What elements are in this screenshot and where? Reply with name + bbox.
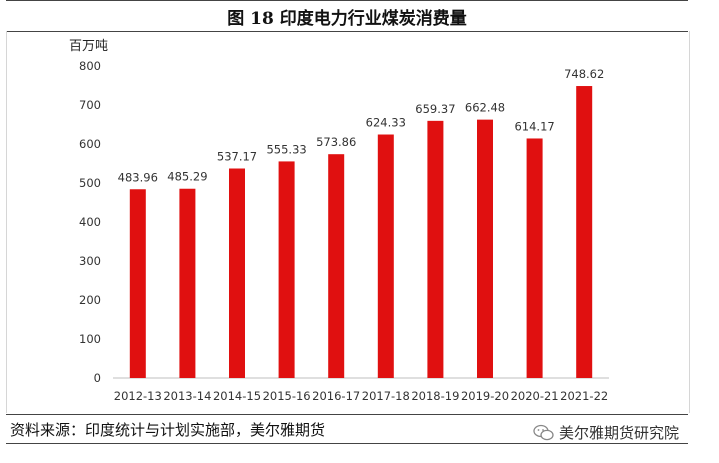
bar-value-label: 573.86 — [316, 135, 356, 149]
x-tick-label: 2019-20 — [461, 389, 509, 403]
bar — [179, 188, 196, 378]
chart-area: 百万吨 0 100 200 300 400 500 600 700 800 483.96 485.… — [6, 31, 690, 413]
y-tick-label: 600 — [79, 137, 101, 151]
x-tick-label: 2021-22 — [560, 389, 608, 403]
bar — [129, 189, 146, 378]
x-tick-label: 2014-15 — [213, 389, 261, 403]
x-tick-label: 2015-16 — [263, 389, 311, 403]
bar-value-label: 537.17 — [217, 150, 257, 164]
bar-value-label: 485.29 — [167, 170, 207, 184]
bar — [427, 120, 444, 378]
y-tick-label: 0 — [94, 371, 101, 385]
bar-value-label: 624.33 — [366, 116, 406, 130]
bar-value-label: 483.96 — [118, 170, 158, 184]
x-tick-label: 2013-14 — [163, 389, 211, 403]
x-tick-label: 2016-17 — [312, 389, 360, 403]
bar — [328, 154, 345, 378]
bar — [526, 138, 543, 378]
value-labels: 483.96 485.29 537.17 555.33 573.86 624.33 659.… — [118, 67, 605, 184]
bar — [477, 119, 493, 378]
wechat-icon — [533, 424, 554, 440]
bar — [278, 161, 295, 378]
x-tick-label: 2017-18 — [362, 389, 410, 403]
y-tick-label: 800 — [79, 59, 101, 73]
bar-value-label: 614.17 — [514, 119, 554, 133]
y-axis-unit-label: 百万吨 — [69, 39, 108, 54]
x-axis-ticks: 2012-13 2013-14 2014-15 2015-16 2016-17 2017-… — [114, 389, 608, 403]
figure-title: 图 18 印度电力行业煤炭消费量 — [6, 0, 688, 32]
bar-value-label: 659.37 — [415, 102, 455, 116]
bar-value-label: 555.33 — [266, 142, 306, 156]
bar — [229, 168, 245, 378]
watermark-text: 美尔雅期货研究院 — [559, 424, 680, 442]
bar-value-label: 748.62 — [564, 67, 604, 81]
x-tick-label: 2012-13 — [114, 389, 162, 403]
bar — [377, 134, 394, 378]
y-tick-label: 700 — [79, 98, 101, 112]
y-axis-ticks: 0 100 200 300 400 500 600 700 800 — [79, 59, 101, 385]
x-tick-label: 2020-21 — [511, 389, 559, 403]
y-tick-label: 200 — [79, 293, 101, 307]
bar-chart: 百万吨 0 100 200 300 400 500 600 700 800 483.96 485.… — [69, 39, 609, 403]
y-tick-label: 100 — [79, 332, 101, 346]
bars — [129, 86, 593, 378]
y-tick-label: 300 — [79, 254, 101, 268]
y-tick-label: 400 — [79, 215, 101, 229]
x-tick-label: 2018-19 — [411, 389, 459, 403]
source-note: 资料来源：印度统计与计划实施部，美尔雅期货 — [10, 421, 326, 439]
bar — [576, 86, 593, 378]
source-bar: 资料来源：印度统计与计划实施部，美尔雅期货 — [6, 414, 688, 444]
bar-value-label: 662.48 — [465, 101, 505, 115]
y-tick-label: 500 — [79, 176, 101, 190]
watermark: 美尔雅期货研究院 — [533, 422, 679, 443]
